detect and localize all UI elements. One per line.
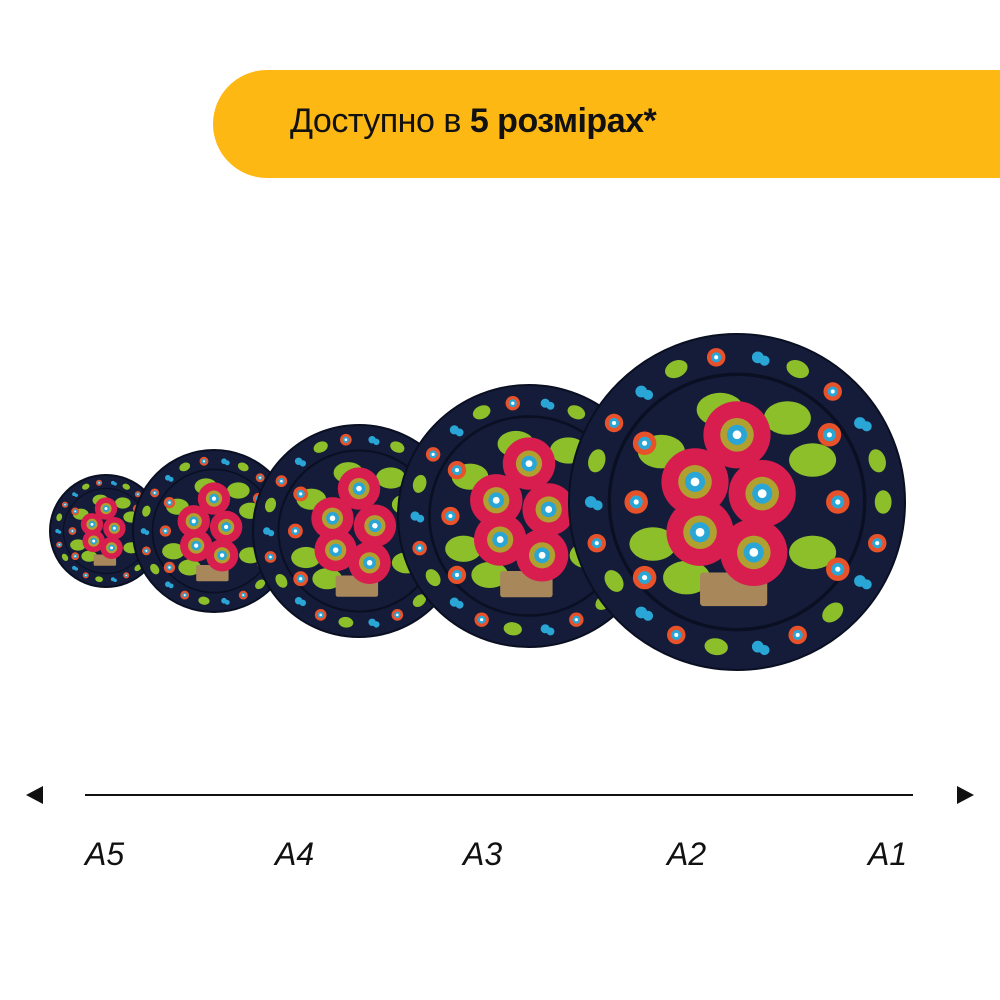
plate-a1 [568,333,906,671]
arrow-right-icon [957,786,974,804]
size-label-a1: A1 [868,836,908,872]
banner-text-bold: 5 розмірах* [469,102,657,140]
banner-title: Доступно в 5 розмірах* [290,102,657,141]
size-scale-line [85,794,913,796]
size-label-a2: A2 [667,836,707,872]
plate-a4 [132,449,296,613]
size-label-a3: A3 [463,836,503,872]
size-label-a5: A5 [85,836,125,872]
arrow-left-icon [26,786,43,804]
banner-text-regular: Доступно в [290,102,470,140]
size-label-a4: A4 [275,836,315,872]
sizes-banner: Доступно в 5 розмірах* [213,70,1000,178]
